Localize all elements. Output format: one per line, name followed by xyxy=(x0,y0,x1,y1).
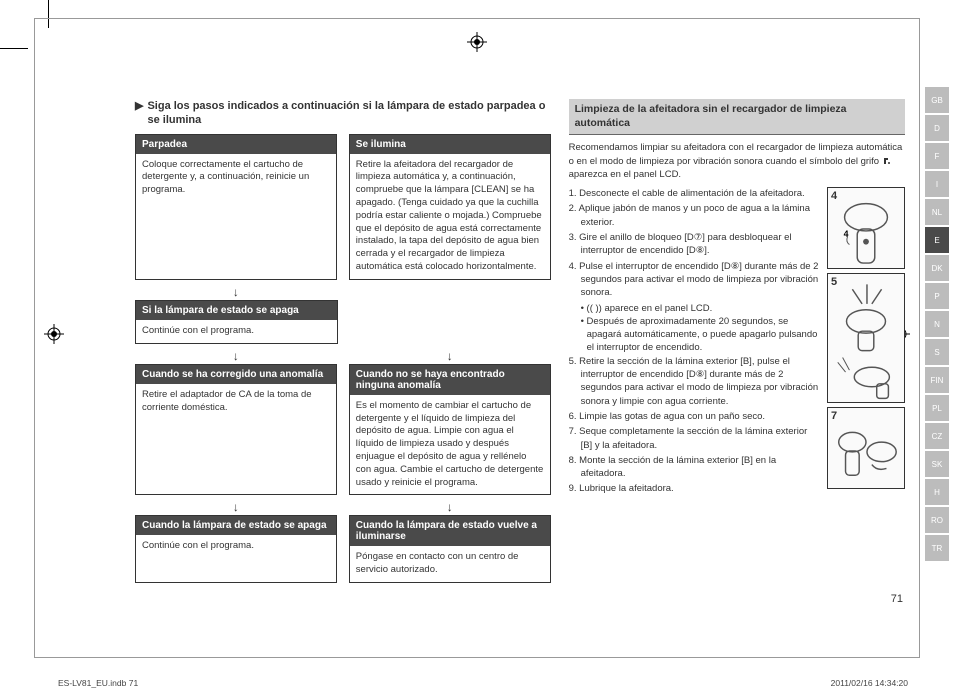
lang-tab-d[interactable]: D xyxy=(925,115,949,141)
page-number: 71 xyxy=(891,593,903,605)
flow-box: Parpadea Coloque correctamente el cartuc… xyxy=(135,134,337,280)
lang-tab-ro[interactable]: RO xyxy=(925,507,949,533)
step-bullet: • Después de aproximadamente 20 segundos… xyxy=(569,315,821,355)
flow-header: Cuando se ha corregido una anomalía xyxy=(136,365,336,384)
step-item: Lubrique la afeitadora. xyxy=(569,482,821,495)
step-item: Desconecte el cable de alimentación de l… xyxy=(569,187,821,200)
flow-box: Si la lámpara de estado se apaga Continú… xyxy=(135,300,338,344)
tap-icon xyxy=(882,156,892,166)
step-item: Monte la sección de la lámina exterior [… xyxy=(569,454,821,481)
arrow-down-icon: ↓ xyxy=(135,499,337,515)
figure-5: 5 xyxy=(827,273,905,403)
language-tabs: GBDFINLEDKPNSFINPLCZSKHROTR xyxy=(925,87,949,563)
lang-tab-i[interactable]: I xyxy=(925,171,949,197)
step-item: Pulse el interruptor de encendido [D⑧] d… xyxy=(569,260,821,300)
shaver-illustration-icon: 4 xyxy=(828,188,904,268)
svg-text:4: 4 xyxy=(844,229,849,239)
arrow-down-icon: ↓ xyxy=(349,348,551,364)
flowchart-column: ▶ Siga los pasos indicados a continuació… xyxy=(135,99,551,587)
lang-tab-gb[interactable]: GB xyxy=(925,87,949,113)
flow-header: Cuando la lámpara de estado vuelve a ilu… xyxy=(350,516,550,546)
step-bullet: • (( )) aparece en el panel LCD. xyxy=(569,302,821,315)
flow-header: Cuando no se haya encontrado ninguna ano… xyxy=(350,365,550,395)
lang-tab-sk[interactable]: SK xyxy=(925,451,949,477)
section-heading: ▶ Siga los pasos indicados a continuació… xyxy=(135,99,551,128)
footer-file: ES-LV81_EU.indb 71 xyxy=(58,678,138,688)
flow-body: Continúe con el programa. xyxy=(136,535,336,558)
lang-tab-cz[interactable]: CZ xyxy=(925,423,949,449)
shaver-dry-icon xyxy=(828,408,904,488)
lang-tab-tr[interactable]: TR xyxy=(925,535,949,561)
step-item: Limpie las gotas de agua con un paño sec… xyxy=(569,410,821,423)
flow-body: Póngase en contacto con un centro de ser… xyxy=(350,546,550,582)
figure-number: 7 xyxy=(831,410,837,422)
play-icon: ▶ xyxy=(135,99,143,113)
flow-box: Cuando la lámpara de estado se apaga Con… xyxy=(135,515,337,583)
step-item: Aplique jabón de manos y un poco de agua… xyxy=(569,202,821,229)
flow-body: Es el momento de cambiar el cartucho de … xyxy=(350,395,550,495)
lang-tab-e[interactable]: E xyxy=(925,227,949,253)
intro-text: Recomendamos limpiar su afeitadora con e… xyxy=(569,142,903,166)
arrow-down-icon: ↓ xyxy=(135,348,337,364)
lang-tab-pl[interactable]: PL xyxy=(925,395,949,421)
flow-box: Cuando no se haya encontrado ninguna ano… xyxy=(349,364,551,496)
flow-body: Coloque correctamente el cartucho de det… xyxy=(136,154,336,202)
instructions-column: Limpieza de la afeitadora sin el recarga… xyxy=(569,99,905,587)
flow-box: Se ilumina Retire la afeitadora del reca… xyxy=(349,134,551,280)
shaver-rinse-icon xyxy=(828,274,904,402)
figure-7: 7 xyxy=(827,407,905,489)
figure-number: 5 xyxy=(831,276,837,288)
steps-list: Desconecte el cable de alimentación de l… xyxy=(569,187,821,498)
flow-header: Se ilumina xyxy=(350,135,550,154)
flow-box: Cuando se ha corregido una anomalía Reti… xyxy=(135,364,337,496)
arrow-down-icon: ↓ xyxy=(135,284,337,300)
figure-column: 4 4 5 xyxy=(827,187,905,498)
lang-tab-f[interactable]: F xyxy=(925,143,949,169)
step-item: Seque completamente la sección de la lám… xyxy=(569,425,821,452)
step-item: Gire el anillo de bloqueo [D⑦] para desb… xyxy=(569,231,821,258)
flow-body: Retire la afeitadora del recargador de l… xyxy=(350,154,550,279)
figure-number: 4 xyxy=(831,190,837,202)
flow-body: Continúe con el programa. xyxy=(136,320,337,343)
step-item: Retire la sección de la lámina exterior … xyxy=(569,355,821,408)
footer-timestamp: 2011/02/16 14:34:20 xyxy=(831,678,908,688)
arrow-down-icon: ↓ xyxy=(349,499,551,515)
flow-header: Si la lámpara de estado se apaga xyxy=(136,301,337,320)
flow-header: Cuando la lámpara de estado se apaga xyxy=(136,516,336,535)
intro-text: aparezca en el panel LCD. xyxy=(569,169,682,180)
lang-tab-fin[interactable]: FIN xyxy=(925,367,949,393)
figure-4: 4 4 xyxy=(827,187,905,269)
lang-tab-nl[interactable]: NL xyxy=(925,199,949,225)
flow-box: Cuando la lámpara de estado vuelve a ilu… xyxy=(349,515,551,583)
lang-tab-p[interactable]: P xyxy=(925,283,949,309)
lang-tab-dk[interactable]: DK xyxy=(925,255,949,281)
footer: ES-LV81_EU.indb 71 2011/02/16 14:34:20 xyxy=(58,678,908,688)
right-heading: Limpieza de la afeitadora sin el recarga… xyxy=(569,99,905,135)
lang-tab-n[interactable]: N xyxy=(925,311,949,337)
lang-tab-h[interactable]: H xyxy=(925,479,949,505)
flow-header: Parpadea xyxy=(136,135,336,154)
right-intro: Recomendamos limpiar su afeitadora con e… xyxy=(569,141,905,181)
lang-tab-s[interactable]: S xyxy=(925,339,949,365)
section-heading-text: Siga los pasos indicados a continuación … xyxy=(147,99,550,128)
flow-body: Retire el adaptador de CA de la toma de … xyxy=(136,384,336,420)
